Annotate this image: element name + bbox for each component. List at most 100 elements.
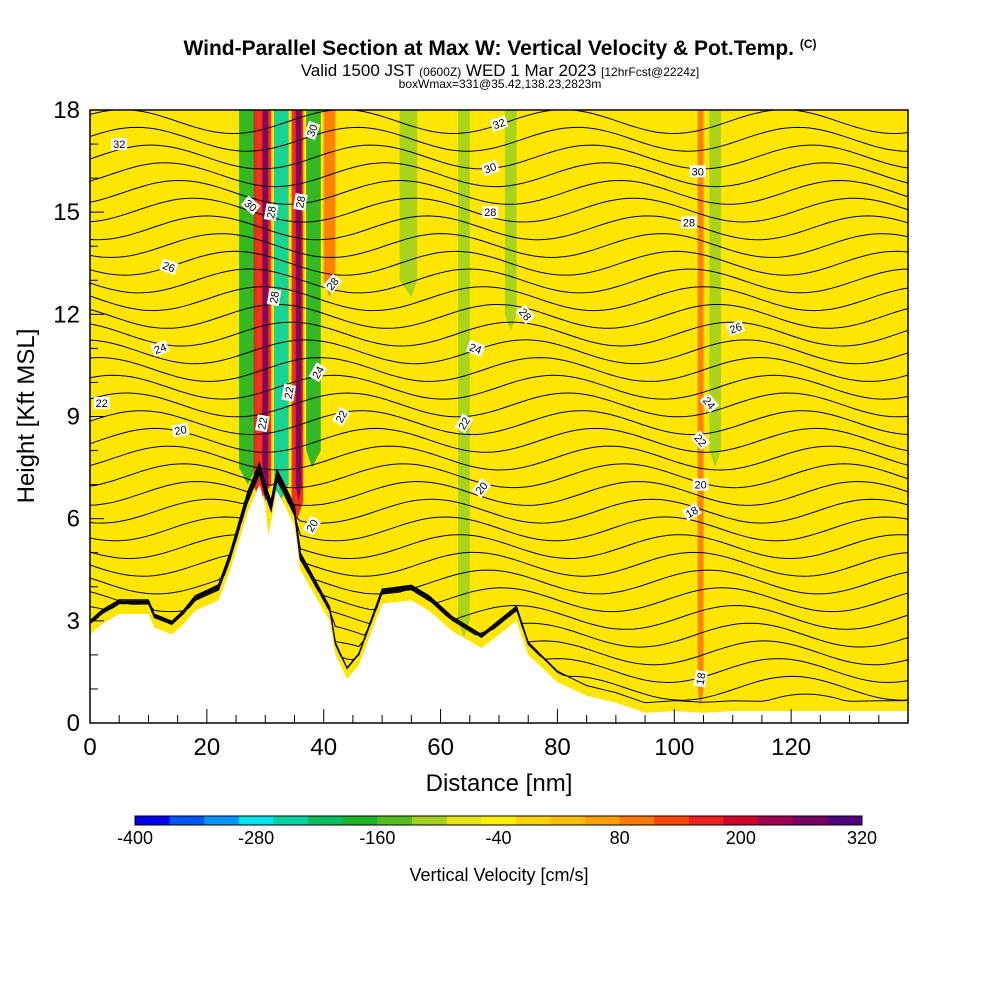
isentrope-line [90,410,908,436]
isentrope-label-text: 20 [305,518,322,535]
x-tick-label: 20 [194,734,221,761]
isentrope-label-bg [332,406,351,427]
y-tick-label: 15 [53,199,80,226]
isentrope-label-bg [466,340,486,357]
downdraft-band [306,110,321,468]
colorbar-swatch [619,816,655,825]
isentrope-label-text: 30 [305,123,320,139]
colorbar-tick-label: 200 [726,828,756,848]
colorbar-tick-label: 320 [847,828,877,848]
x-tick-label: 100 [654,734,694,761]
isentrope-label: 26 [159,258,179,276]
isentrope-label: 20 [692,478,709,492]
isentrope-label-text: 26 [728,321,744,336]
isentrope-line [90,144,908,170]
isentrope-label-bg [150,340,170,357]
isentrope-label-bg [489,115,509,132]
isentrope-label-bg [266,288,282,307]
isentrope-line [90,357,908,382]
isentrope-label-bg [171,422,190,438]
isentrope-line [90,470,908,542]
colorbar-label: Vertical Velocity [cm/s] [409,865,588,885]
isentrope-line [90,286,908,312]
y-axis-label: Height [Kft MSL] [13,329,40,504]
colorbar-tick-label: -40 [485,828,511,848]
colorbar-tick-label: -400 [117,828,153,848]
isentrope-label-bg [308,362,328,383]
x-tick-label: 80 [544,734,571,761]
isentrope-label-bg [255,414,270,433]
isentrope-label-text: 32 [492,117,508,132]
colorbar-swatch [238,816,274,825]
isentrope-label: 32 [111,138,128,151]
colorbar-swatch [204,816,240,825]
x-axis: 0 20 40 60 80 100 120 [83,709,909,761]
colorbar-swatch [446,816,482,825]
isentrope-label: 22 [332,406,351,427]
isentrope-label-text: 24 [311,364,328,381]
colorbar-swatch [377,816,413,825]
colorbar-swatch [550,816,586,825]
isentrope-label-text: 20 [174,424,188,438]
isentrope-label: 24 [308,362,328,383]
isentrope-label-bg [693,669,708,688]
isentrope-label-bg [240,195,261,216]
colorbar-swatch [758,816,794,825]
box-wmax: boxWmax=331@35.42,138.23,2823m [398,77,602,91]
valid-mid: WED 1 Mar 2023 [461,61,602,80]
isentrope-line [90,445,908,471]
colorbar-swatch [135,816,171,825]
isentrope-label-bg [681,502,702,522]
updraft-band [323,110,336,298]
isentrope-label: 18 [681,502,702,522]
valid-time: Valid 1500 JST (0600Z) WED 1 Mar 2023 [1… [0,61,1000,81]
isentrope-line [90,250,908,276]
x-tick-label: 0 [83,734,96,761]
x-tick-label: 120 [771,734,811,761]
valid-pre: Valid 1500 JST [300,61,420,80]
isentrope-label-bg [689,165,706,178]
isentrope-line [90,303,908,329]
title-copyright: (C) [799,37,817,51]
isentrope-line [90,339,908,365]
y-axis: 0 3 6 9 12 15 18 [53,97,104,737]
isentrope-label-bg [293,192,308,211]
isentrope-label: 22 [255,414,270,433]
colorbar-tick-label: -160 [359,828,395,848]
colorbar-swatch [792,816,828,825]
colorbar: -400 -280 -160 -40 80 200 320 [117,815,877,848]
isentrope-label-text: 20 [694,480,706,492]
isentrope-line [90,468,908,595]
isentrope-label-bg [111,138,128,151]
colorbar-swatch [308,816,344,825]
isentrope-label-bg [322,273,343,294]
terrain [90,484,908,723]
isentrope-label-bg [159,258,179,276]
colorbar-swatch [515,816,551,825]
isentrope-label-text: 22 [457,415,474,432]
isentrope-label-text: 28 [294,195,308,209]
colorbar-swatch [688,816,725,825]
isentrope-label-bg [303,120,321,140]
isentrope-label: 22 [93,396,110,410]
isentrope-label-text: 22 [96,398,108,410]
isentrope-line [90,471,908,524]
isentrope-label-text: 32 [113,139,125,151]
isentrope-line [90,162,908,188]
downdraft-band [458,110,470,638]
downdraft-band [274,110,289,502]
chart-title: Wind-Parallel Section at Max W: Vertical… [0,37,1000,61]
isentrope-label: 18 [693,669,709,688]
isentrope-label-bg [263,203,279,222]
downdraft-band [399,110,418,298]
isentrope-label-text: 28 [268,290,282,304]
isentrope-label-bg [454,413,474,434]
isentrope-label: 20 [302,515,322,536]
isentrope-label-bg [690,430,711,451]
isentrope-label-text: 22 [256,416,270,430]
updraft-band [697,110,704,706]
isentrope-label-bg [482,206,499,219]
isentrope-label-text: 18 [695,672,709,686]
isentrope-label-text: 28 [683,217,695,229]
